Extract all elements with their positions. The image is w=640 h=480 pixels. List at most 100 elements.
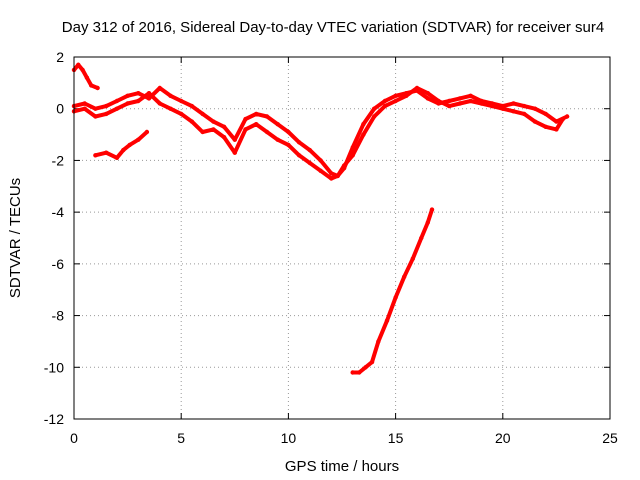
x-tick-label: 0	[70, 430, 78, 446]
y-tick-label: -10	[44, 359, 64, 375]
data-point	[372, 114, 377, 119]
data-point	[307, 160, 312, 166]
data-point	[146, 91, 152, 96]
data-point	[221, 135, 227, 140]
data-point	[114, 106, 120, 111]
data-marks	[71, 62, 570, 375]
y-tick-label: -6	[52, 256, 65, 272]
chart-title: Day 312 of 2016, Sidereal Day-to-day VTE…	[62, 19, 604, 36]
y-tick-label: 2	[56, 49, 64, 65]
data-point	[376, 339, 381, 344]
data-point	[372, 106, 377, 111]
data-point	[384, 318, 390, 323]
data-point	[560, 116, 565, 122]
data-point	[511, 101, 516, 106]
data-point	[286, 129, 291, 135]
data-point	[307, 147, 312, 153]
data-point	[80, 67, 85, 73]
data-point	[335, 173, 340, 179]
data-point	[76, 62, 81, 67]
data-point	[275, 137, 280, 142]
data-point	[254, 111, 259, 117]
series-line	[93, 130, 149, 160]
y-axis-label: SDTVAR / TECUs	[7, 178, 24, 298]
data-point	[425, 220, 430, 225]
data-point	[211, 127, 216, 132]
data-point	[93, 153, 98, 158]
x-tick-label: 20	[495, 430, 511, 446]
data-point	[232, 137, 237, 142]
data-point	[361, 122, 366, 127]
data-point	[468, 93, 473, 99]
data-point	[264, 129, 270, 135]
y-tick-label: -2	[52, 152, 65, 168]
data-point	[146, 96, 152, 101]
data-point	[522, 103, 527, 109]
data-point	[82, 101, 87, 106]
data-point	[211, 119, 216, 124]
data-point	[350, 370, 355, 375]
data-point	[318, 158, 323, 163]
data-point	[104, 103, 109, 109]
data-point	[89, 83, 94, 88]
data-point	[296, 140, 302, 145]
data-point	[275, 122, 280, 127]
y-tick-label: -8	[52, 308, 65, 324]
data-point	[264, 114, 270, 119]
data-point	[200, 129, 205, 135]
series-arc-d	[71, 85, 565, 181]
data-point	[511, 109, 516, 114]
data-point	[157, 85, 162, 91]
data-point	[189, 119, 195, 124]
x-tick-label: 5	[177, 430, 185, 446]
data-point	[500, 106, 505, 111]
data-point	[429, 207, 435, 212]
data-point	[393, 93, 398, 99]
x-tick-label: 15	[388, 430, 404, 446]
data-point	[404, 93, 409, 99]
data-point	[318, 168, 323, 173]
data-point	[382, 98, 388, 104]
plot-frame	[73, 56, 611, 420]
data-point	[414, 85, 420, 91]
data-point	[254, 122, 259, 127]
data-point	[189, 103, 195, 109]
x-axis-label: GPS time / hours	[285, 458, 399, 475]
y-tick-label: -12	[44, 411, 64, 427]
data-point	[522, 111, 527, 117]
data-point	[136, 91, 141, 96]
data-point	[554, 127, 559, 132]
data-point	[168, 93, 173, 99]
data-point	[114, 155, 120, 160]
data-point	[554, 119, 559, 124]
data-point	[410, 256, 415, 261]
data-point	[84, 75, 90, 80]
data-point	[543, 111, 548, 117]
x-tick-label: 10	[281, 430, 297, 446]
data-point	[457, 96, 463, 101]
data-point	[436, 98, 441, 104]
data-point	[489, 103, 495, 109]
data-point	[243, 127, 248, 132]
data-point	[243, 116, 248, 122]
data-point	[341, 163, 347, 168]
data-point	[457, 101, 463, 106]
data-point	[350, 145, 355, 150]
y-tick-label: -4	[52, 204, 65, 220]
series-arc-a	[71, 62, 100, 91]
data-point	[393, 295, 398, 300]
data-point	[125, 93, 130, 99]
series-arc-c	[71, 85, 570, 179]
grid-lines	[74, 57, 610, 419]
data-point	[121, 147, 126, 153]
data-point	[125, 101, 130, 106]
data-point	[82, 106, 87, 111]
data-point	[564, 114, 570, 119]
data-point	[447, 103, 452, 109]
data-point	[357, 370, 362, 375]
y-tick-label: 0	[56, 101, 64, 117]
data-point	[425, 91, 430, 96]
data-point	[369, 359, 375, 365]
data-point	[329, 171, 334, 176]
